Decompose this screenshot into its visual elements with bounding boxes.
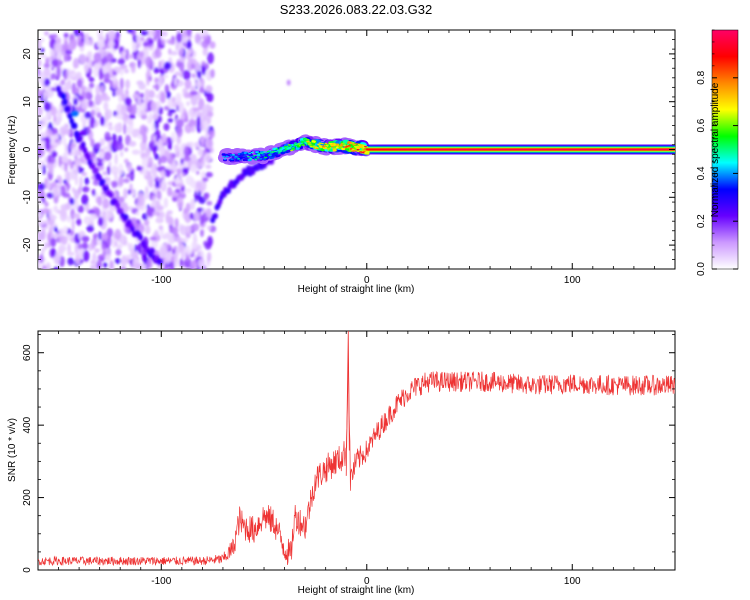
- spectrogram-ytick-label: -10: [22, 190, 33, 205]
- snr-xtick-label: 100: [564, 576, 581, 587]
- carrier-line: [217, 134, 675, 165]
- snr-panel: -100 0 100 0 200 400 600 Height of straight li…: [7, 330, 676, 596]
- snr-xtick-label: -100: [151, 576, 171, 587]
- spectrogram-xtick-label: -100: [151, 275, 171, 286]
- spectrogram-image: [38, 30, 675, 269]
- diagonal-trace: [56, 79, 291, 265]
- colorbar-label: Normalized spectral amplitude: [710, 82, 721, 217]
- colorbar-tick-label: 0.4: [696, 166, 707, 180]
- snr-ytick-label: 400: [22, 416, 33, 433]
- spectrogram-ytick-label: 10: [22, 96, 33, 108]
- colorbar-ticks: 0.0 0.2 0.4 0.6 0.8: [696, 29, 738, 276]
- spectrogram-ylabel: Frequency (Hz): [7, 116, 18, 185]
- snr-ylabel: SNR (10 * v/v): [7, 418, 18, 482]
- snr-ytick-label: 0: [22, 567, 33, 573]
- spectrogram-ytick-label: 20: [22, 48, 33, 60]
- spectrogram-ytick-label: -20: [22, 237, 33, 252]
- snr-ytick-label: 200: [22, 489, 33, 506]
- chart-title: S233.2026.083.22.03.G32: [280, 2, 433, 17]
- colorbar-tick-label: 0.6: [696, 118, 707, 132]
- colorbar: 0.0 0.2 0.4 0.6 0.8 Normalized spectral ampl…: [696, 29, 739, 276]
- colorbar-gradient: [711, 29, 739, 270]
- spectrogram-xtick-label: 0: [364, 275, 370, 286]
- snr-ytick-label: 600: [22, 344, 33, 361]
- spectrogram-xtick-label: 100: [564, 275, 581, 286]
- noise-speckle: [38, 30, 217, 269]
- snr-frame: [37, 330, 676, 571]
- colorbar-tick-label: 0.2: [696, 214, 707, 228]
- snr-xlabel: Height of straight line (km): [298, 585, 415, 596]
- colorbar-tick-label: 0.0: [696, 262, 707, 276]
- snr-axes: -100 0 100 0 200 400 600: [22, 331, 676, 587]
- snr-xtick-label: 0: [364, 576, 370, 587]
- spectrogram-ytick-label: 0: [22, 146, 33, 152]
- snr-spike: [345, 331, 350, 476]
- spectrogram-xlabel: Height of straight line (km): [298, 284, 415, 295]
- snr-series-line: [38, 356, 675, 567]
- colorbar-tick-label: 0.8: [696, 70, 707, 84]
- lower-trace: [210, 154, 276, 224]
